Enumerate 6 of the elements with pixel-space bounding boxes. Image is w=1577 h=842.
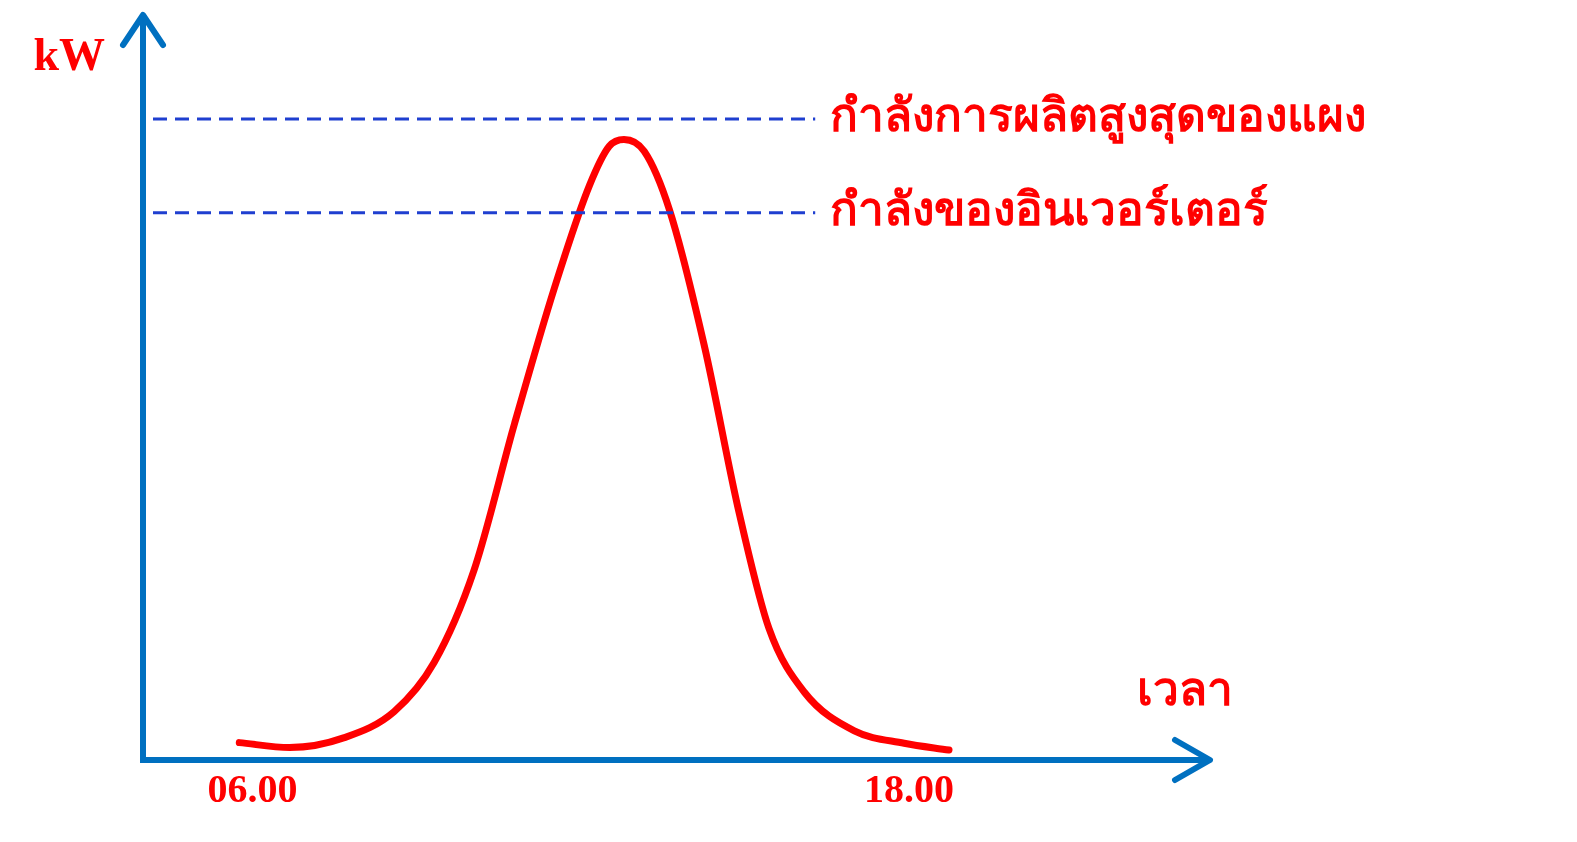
x-tick-label: 18.00 bbox=[864, 766, 955, 812]
y-axis-title: kW bbox=[33, 29, 105, 80]
ref-line-label: กำลังของอินเวอร์เตอร์ bbox=[830, 181, 1269, 236]
ref-line-label: กำลังการผลิตสูงสุดของแผง bbox=[830, 87, 1367, 144]
x-axis-title: เวลา bbox=[1137, 662, 1233, 716]
x-tick-label: 06.00 bbox=[207, 766, 298, 812]
